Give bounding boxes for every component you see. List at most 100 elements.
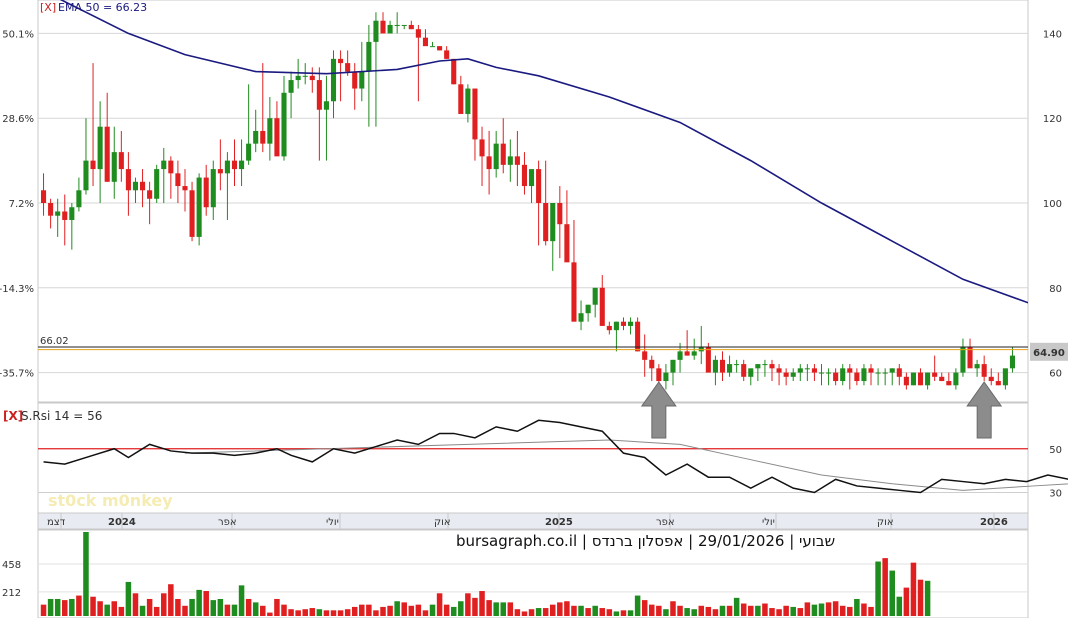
footer-caption: שבועי | 29/01/2026 | אפסלון ברנדס | burs… xyxy=(456,532,835,550)
candle-body xyxy=(953,372,959,386)
date-label: דצמ xyxy=(47,517,66,528)
candle-body xyxy=(394,24,400,26)
volume-bar xyxy=(344,609,351,616)
volume-bar xyxy=(330,610,337,616)
volume-bar xyxy=(422,610,429,616)
volume-bar xyxy=(323,610,330,616)
candle-body xyxy=(712,359,718,373)
volume-bar xyxy=(691,609,697,616)
rsi-line xyxy=(43,419,1068,494)
candle xyxy=(896,364,902,386)
volume-bar xyxy=(719,605,726,616)
volume-bar xyxy=(839,605,846,616)
candle xyxy=(705,342,711,373)
candle xyxy=(727,355,733,377)
volume-bar xyxy=(861,603,867,616)
candle-body xyxy=(910,372,916,386)
volume-bar xyxy=(351,606,358,616)
candle xyxy=(465,84,471,123)
candle xyxy=(670,359,676,386)
candle xyxy=(189,181,195,242)
ema-line xyxy=(59,0,1028,304)
volume-bar xyxy=(458,601,464,616)
candle-body xyxy=(175,173,181,187)
candle-body xyxy=(762,364,768,366)
candle xyxy=(543,160,549,246)
candle-body xyxy=(543,203,549,242)
candle-body xyxy=(210,169,216,208)
volume-bar xyxy=(557,602,563,616)
date-label: 2025 xyxy=(545,517,573,528)
volume-bar xyxy=(783,605,789,616)
candle xyxy=(521,152,528,195)
volume-bar xyxy=(281,604,287,616)
candle-body xyxy=(458,84,464,114)
price-tick-label: 80 xyxy=(1049,284,1062,295)
volume-bar xyxy=(733,597,740,616)
candle xyxy=(132,177,139,203)
candle xyxy=(83,118,89,195)
candle-body xyxy=(352,71,358,89)
volume-bar xyxy=(769,608,775,616)
volume-bar xyxy=(578,605,584,616)
volume-bar xyxy=(450,606,457,616)
candle-body xyxy=(585,304,591,314)
price-grid xyxy=(38,32,1028,374)
candle-body xyxy=(472,88,478,140)
volume-bar xyxy=(832,601,839,616)
volume-bar xyxy=(182,605,188,616)
candle xyxy=(422,29,428,47)
candle xyxy=(528,169,535,203)
candle xyxy=(514,130,520,187)
candle xyxy=(620,317,627,331)
candle-body xyxy=(507,156,513,165)
candle xyxy=(606,321,612,335)
candle xyxy=(366,24,372,127)
close-indicator-icon[interactable]: [X] xyxy=(40,1,56,14)
candle xyxy=(210,160,216,220)
candle-body xyxy=(741,364,747,377)
close-rsi-icon[interactable]: [X] xyxy=(3,409,23,423)
candle-body xyxy=(606,325,612,331)
candle-body xyxy=(578,313,584,322)
rsi-signal-line xyxy=(184,439,1068,491)
candle xyxy=(734,359,740,373)
candle xyxy=(960,338,966,377)
volume-tick-label: 212 xyxy=(2,588,21,599)
candle-body xyxy=(514,156,520,165)
candle xyxy=(946,372,952,386)
candle xyxy=(642,334,648,377)
candle xyxy=(628,317,634,335)
candle xyxy=(444,46,450,59)
candle xyxy=(741,359,747,382)
candle xyxy=(486,130,492,195)
candle-body xyxy=(380,20,386,34)
volume-bar xyxy=(500,602,507,616)
volume-bar xyxy=(54,598,61,616)
volume-bar xyxy=(493,602,499,616)
volume-bar xyxy=(903,587,910,616)
candle xyxy=(967,338,973,369)
volume-bars xyxy=(40,532,931,616)
candle-body xyxy=(932,372,938,377)
candle-body xyxy=(104,126,110,182)
volume-bar xyxy=(316,609,323,616)
candle xyxy=(352,63,358,110)
candle-body xyxy=(246,143,252,161)
price-tick-label: 140 xyxy=(1043,29,1062,40)
percent-tick-label: 50.1% xyxy=(2,29,34,40)
candle xyxy=(458,75,464,114)
candle-body xyxy=(366,41,372,72)
volume-bar xyxy=(408,605,415,616)
candle-body xyxy=(889,368,895,373)
candle-body xyxy=(422,37,428,47)
volume-bar xyxy=(479,591,485,616)
volume-bar xyxy=(868,606,874,616)
volume-bar xyxy=(380,606,386,616)
volume-bar xyxy=(882,558,888,616)
candle xyxy=(882,368,888,386)
volume-tick-label: 458 xyxy=(2,560,21,571)
candle xyxy=(387,20,393,34)
volume-bar xyxy=(599,608,606,616)
volume-bar xyxy=(634,595,641,616)
